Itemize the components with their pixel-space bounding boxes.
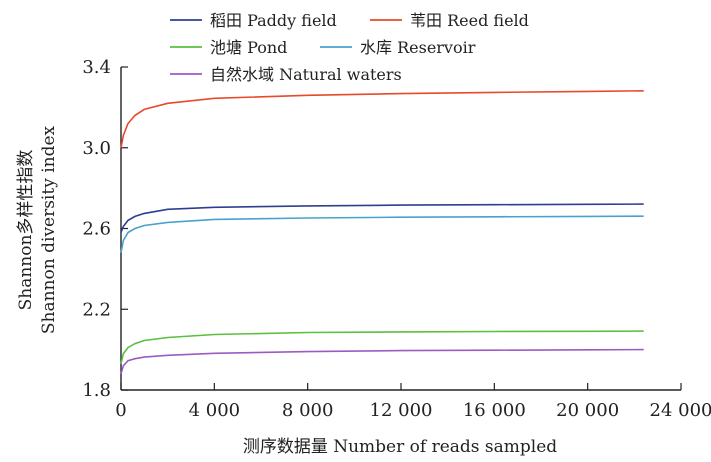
y-tick-label: 3.4 [82, 57, 111, 78]
series-line-2 [120, 90, 644, 148]
y-axis-title: Shannon多样性指数 Shannon diversity index [16, 125, 59, 334]
series-line-5 [120, 348, 644, 375]
y-tick-label: 2.6 [82, 219, 111, 240]
y-tick-label: 1.8 [82, 380, 111, 401]
legend-label-3: 池塘 Pond [210, 38, 287, 57]
series-line-1 [120, 203, 644, 233]
y-tick-label: 3.0 [82, 138, 111, 159]
series-lines [120, 90, 644, 375]
series-line-3 [120, 330, 644, 364]
x-tick-label: 12 000 [370, 400, 433, 421]
x-tick-label: 8 000 [282, 400, 334, 421]
x-axis-title: 测序数据量 Number of reads sampled [243, 437, 557, 457]
x-tick-label: 4 000 [189, 400, 241, 421]
legend-label-5: 自然水域 Natural waters [210, 65, 402, 84]
x-tick-label: 24 000 [650, 400, 711, 421]
legend-label-2: 苇田 Reed field [410, 11, 529, 30]
legend: 稻田 Paddy field 苇田 Reed field 池塘 Pond 水库 Res… [170, 11, 529, 84]
legend-label-1: 稻田 Paddy field [210, 11, 337, 30]
x-tick-label: 16 000 [463, 400, 526, 421]
legend-label-4: 水库 Reservoir [360, 38, 476, 57]
x-tick-label: 20 000 [556, 400, 619, 421]
axes: 1.8 2.2 2.6 3.0 3.4 0 4 000 8 000 12 000 16 000 20… [82, 57, 711, 421]
y-axis-title-line1: Shannon多样性指数 [16, 150, 36, 311]
y-axis-title-line2: Shannon diversity index [39, 125, 59, 334]
y-tick-label: 2.2 [82, 299, 111, 320]
x-tick-label: 0 [115, 400, 126, 421]
series-line-4 [120, 215, 644, 253]
